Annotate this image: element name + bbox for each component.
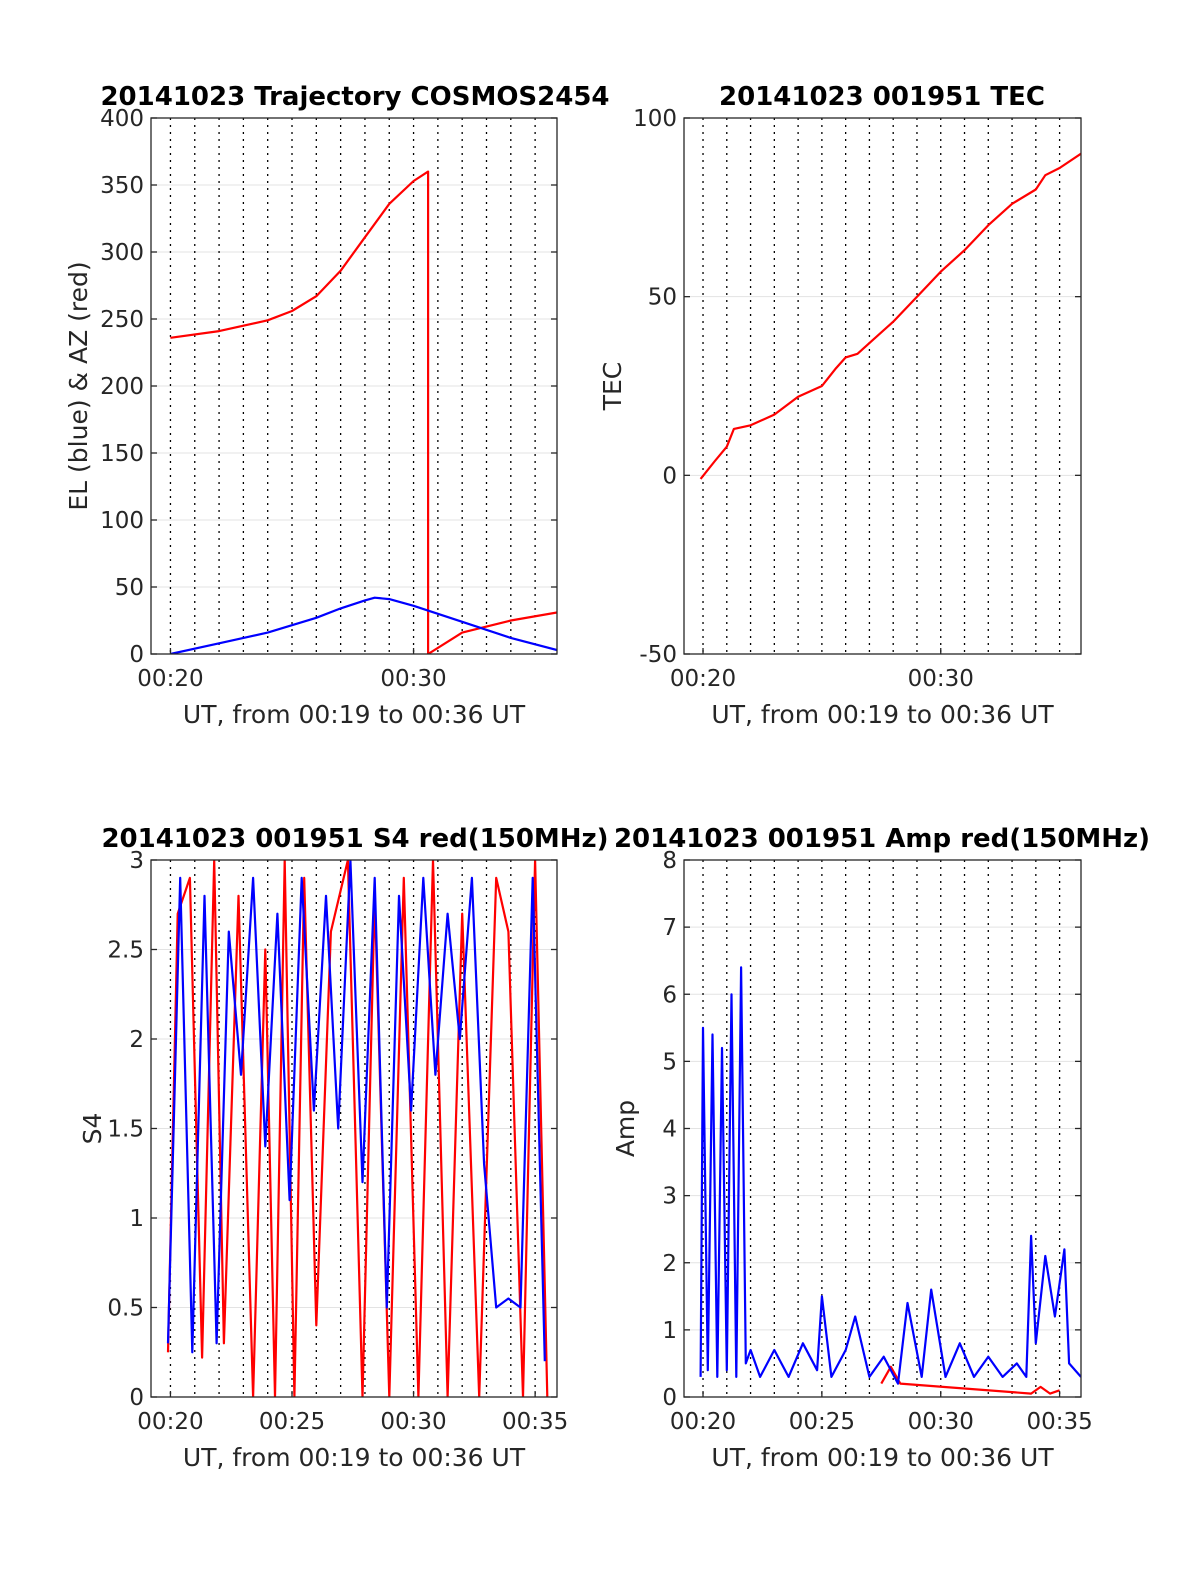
trajectory-ytick-label: 50 xyxy=(115,575,144,601)
tec-panel: -50 0 50 100 00:20 00:30 20141023 001951 TEC UT… xyxy=(598,82,1082,729)
amp-xlabel: UT, from 00:19 to 00:36 UT xyxy=(711,1443,1054,1472)
s4-xlabel: UT, from 00:19 to 00:36 UT xyxy=(183,1443,526,1472)
amp-series-1 xyxy=(699,966,1081,1385)
amp-ylabel: Amp xyxy=(611,1100,640,1157)
s4-ytick-label: 2.5 xyxy=(107,938,144,964)
tec-ytick-label: 100 xyxy=(633,106,677,132)
tec-axes-box xyxy=(683,117,1082,655)
amp-ytick-label: 8 xyxy=(662,848,677,874)
s4-ytick-label: 0.5 xyxy=(107,1296,144,1322)
amp-title: 20141023 001951 Amp red(150MHz) xyxy=(614,824,1150,854)
s4-ytick-label: 2 xyxy=(129,1027,144,1053)
s4-xtick-label: 00:20 xyxy=(137,1409,203,1435)
tec-title: 20141023 001951 TEC xyxy=(719,82,1045,112)
s4-xtick-label: 00:25 xyxy=(259,1409,325,1435)
amp-ytick-label: 7 xyxy=(662,915,677,941)
trajectory-xlabel: UT, from 00:19 to 00:36 UT xyxy=(183,700,526,729)
s4-ytick-label: 0 xyxy=(129,1385,144,1411)
amp-ytick-label: 0 xyxy=(662,1385,677,1411)
amp-panel: 0 1 2 3 4 5 6 7 8 00:20 00:25 00:30 00:35 20141023 00… xyxy=(611,824,1150,1472)
s4-series-0 xyxy=(166,860,549,1397)
s4-ytick-label: 3 xyxy=(129,848,144,874)
trajectory-ytick-label: 150 xyxy=(100,441,144,467)
trajectory-ytick-label: 300 xyxy=(100,240,144,266)
tec-ytick-label: 0 xyxy=(662,463,677,489)
trajectory-xtick-label: 00:20 xyxy=(137,666,203,692)
tec-xtick-label: 00:20 xyxy=(670,666,736,692)
trajectory-ytick-label: 250 xyxy=(100,307,144,333)
trajectory-series-0 xyxy=(170,170,557,654)
trajectory-ytick-label: 0 xyxy=(129,642,144,668)
amp-ytick-label: 3 xyxy=(662,1184,677,1210)
trajectory-panel: 0 50 100 150 200 250 300 350 400 00:20 00:30 201410… xyxy=(64,82,610,729)
amp-ytick-label: 2 xyxy=(662,1251,677,1277)
s4-title: 20141023 001951 S4 red(150MHz) xyxy=(101,824,608,854)
s4-xtick-label: 00:30 xyxy=(380,1409,446,1435)
tec-ytick-label: 50 xyxy=(648,285,677,311)
tec-xtick-label: 00:30 xyxy=(908,666,974,692)
amp-series-0 xyxy=(880,1365,1060,1395)
trajectory-ytick-label: 400 xyxy=(100,106,144,132)
amp-ytick-label: 6 xyxy=(662,982,677,1008)
amp-ytick-label: 5 xyxy=(662,1049,677,1075)
trajectory-ytick-label: 200 xyxy=(100,374,144,400)
amp-ytick-label: 1 xyxy=(662,1318,677,1344)
s4-panel: 0 0.5 1 1.5 2 2.5 3 00:20 00:25 00:30 00:35 2014102… xyxy=(78,824,609,1472)
amp-xtick-label: 00:25 xyxy=(789,1409,855,1435)
s4-ylabel: S4 xyxy=(78,1113,107,1145)
s4-ytick-label: 1 xyxy=(129,1206,144,1232)
amp-xtick-label: 00:35 xyxy=(1026,1409,1092,1435)
amp-ytick-label: 4 xyxy=(662,1117,677,1143)
tec-series-0 xyxy=(699,152,1081,480)
trajectory-title: 20141023 Trajectory COSMOS2454 xyxy=(100,82,609,112)
s4-xtick-label: 00:35 xyxy=(502,1409,568,1435)
trajectory-ytick-label: 350 xyxy=(100,173,144,199)
amp-xtick-label: 00:30 xyxy=(908,1409,974,1435)
s4-ytick-label: 1.5 xyxy=(107,1117,144,1143)
trajectory-xtick-label: 00:30 xyxy=(380,666,446,692)
tec-ylabel: TEC xyxy=(598,362,627,412)
tec-ytick-label: -50 xyxy=(639,642,677,668)
s4-series-1 xyxy=(166,860,546,1362)
trajectory-ytick-label: 100 xyxy=(100,508,144,534)
tec-xlabel: UT, from 00:19 to 00:36 UT xyxy=(711,700,1054,729)
amp-xtick-label: 00:20 xyxy=(670,1409,736,1435)
trajectory-series-1 xyxy=(170,596,557,654)
trajectory-ylabel: EL (blue) & AZ (red) xyxy=(64,261,93,510)
